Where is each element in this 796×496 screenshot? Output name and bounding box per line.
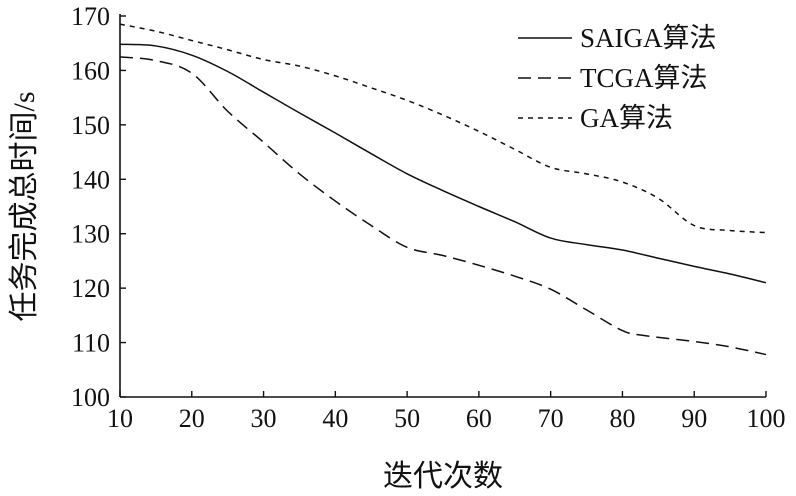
y-tick-label: 170	[71, 2, 110, 31]
y-tick-label: 140	[71, 165, 110, 194]
y-tick-label: 100	[71, 383, 110, 412]
y-axis-title: 任务完成总时间/s	[8, 91, 41, 321]
legend-label-2: GA算法	[580, 103, 673, 133]
x-tick-label: 30	[251, 404, 277, 433]
series-line-1	[119, 56, 767, 356]
series-line-2	[119, 23, 767, 234]
legend-label-0: SAIGA算法	[580, 23, 717, 53]
x-tick-label: 50	[394, 404, 420, 433]
y-tick-label: 120	[71, 274, 110, 303]
x-tick-label: 60	[466, 404, 492, 433]
x-tick-label: 10	[107, 404, 133, 433]
y-tick-label: 110	[72, 329, 110, 358]
legend-label-1: TCGA算法	[580, 63, 708, 93]
series-line-0	[119, 43, 767, 284]
legend: SAIGA算法 TCGA算法 GA算法	[518, 23, 717, 133]
x-tick-label: 20	[179, 404, 205, 433]
y-tick-label: 150	[71, 111, 110, 140]
x-tick-label: 90	[681, 404, 707, 433]
x-tick-label: 40	[322, 404, 348, 433]
axes: 10 20 30 40 50 60 70 80 90 100 100 110 120 130 140 150 1…	[71, 2, 786, 433]
x-tick-label: 80	[609, 404, 635, 433]
x-tick-label: 70	[538, 404, 564, 433]
x-tick-label: 100	[747, 404, 786, 433]
x-axis-title: 迭代次数	[383, 460, 503, 493]
series-group	[119, 23, 767, 356]
y-tick-label: 160	[71, 56, 110, 85]
y-tick-label: 130	[71, 220, 110, 249]
